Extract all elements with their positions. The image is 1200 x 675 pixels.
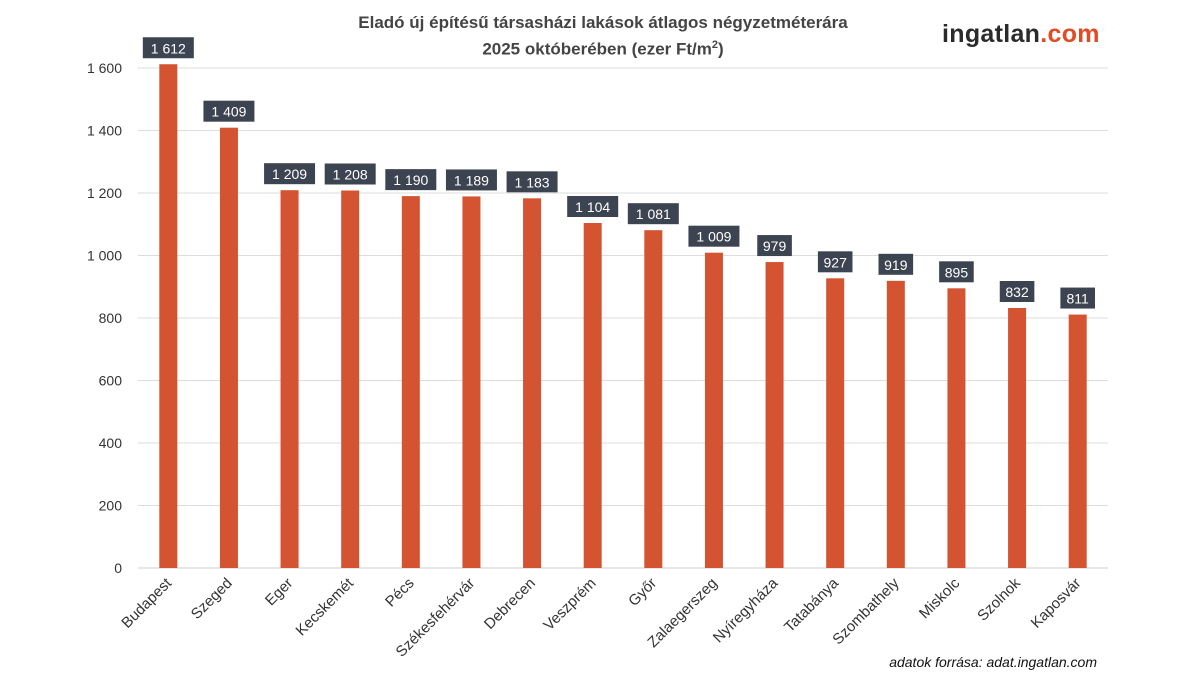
data-label: 1 190 [393, 172, 428, 188]
data-label: 895 [945, 264, 969, 280]
x-tick-label: Győr [625, 575, 660, 610]
source-note: adatok forrása: adat.ingatlan.com [889, 654, 1097, 670]
data-label: 1 208 [333, 167, 368, 183]
x-tick-label: Tatabánya [781, 574, 842, 635]
bar [280, 190, 299, 568]
data-label: 1 209 [272, 166, 307, 182]
data-label: 1 104 [575, 199, 610, 215]
bar [947, 288, 966, 568]
bar [341, 190, 360, 568]
bar [583, 223, 602, 568]
data-label: 832 [1005, 284, 1029, 300]
data-label-box [817, 251, 853, 273]
title-line-1: Eladó új építésű társasházi lakások átla… [358, 13, 848, 32]
bar [462, 196, 481, 568]
logo-suffix: .com [1040, 20, 1100, 48]
data-label: 979 [763, 238, 787, 254]
y-tick-label: 0 [114, 560, 122, 576]
data-label: 1 183 [515, 174, 550, 190]
bar [886, 280, 905, 568]
data-label: 811 [1067, 291, 1090, 307]
data-label: 927 [824, 254, 848, 270]
y-tick-label: 400 [99, 435, 123, 451]
data-label: 1 009 [696, 229, 731, 245]
y-tick-label: 1 200 [87, 185, 122, 201]
x-tick-label: Szeged [188, 575, 236, 623]
x-tick-label: Nyíregyháza [710, 574, 782, 646]
data-label-box [324, 163, 376, 185]
x-tick-label: Eger [262, 575, 296, 609]
y-tick-label: 800 [99, 310, 123, 326]
x-tick-label: Kecskemét [293, 574, 358, 639]
bar [1068, 314, 1087, 568]
x-tick-label: Szolnok [974, 574, 1024, 624]
y-tick-label: 600 [99, 373, 123, 389]
bar [523, 198, 542, 568]
data-label-box [757, 235, 792, 257]
data-label-box [627, 203, 679, 225]
bar [219, 127, 238, 568]
y-tick-label: 1 000 [87, 248, 122, 264]
data-label-box [939, 261, 974, 283]
data-label-box [264, 163, 316, 185]
title-superscript: 2 [711, 39, 719, 51]
data-label-box [385, 169, 437, 191]
x-tick-label: Debrecen [481, 575, 539, 633]
logo-text: ingatlan [942, 20, 1041, 48]
bar [644, 230, 663, 568]
data-label-box [878, 253, 914, 275]
y-tick-label: 1 600 [87, 60, 122, 76]
bar [826, 278, 845, 568]
x-tick-label: Veszprém [540, 575, 599, 634]
x-tick-label: Miskolc [916, 574, 964, 622]
data-label-box [506, 171, 558, 193]
data-label-box [203, 100, 255, 122]
ingatlan-logo: ingatlan.com [942, 20, 1100, 49]
data-label-box [567, 196, 619, 217]
data-label-box [999, 281, 1035, 302]
bar [1008, 308, 1027, 568]
data-label: 1 081 [636, 206, 671, 222]
x-tick-label: Kaposvár [1028, 575, 1085, 632]
x-tick-label: Budapest [118, 574, 175, 631]
data-label: 1 189 [454, 172, 489, 188]
y-tick-label: 1 400 [87, 123, 122, 139]
title-end: ) [718, 39, 724, 59]
data-label: 1 612 [151, 40, 186, 56]
data-label: 1 409 [211, 104, 246, 120]
data-label: 919 [884, 257, 908, 273]
data-label-box [1060, 287, 1095, 309]
data-label-box [688, 225, 740, 247]
bar [765, 262, 784, 568]
chart-title: Eladó új építésű társasházi lakások átla… [300, 12, 906, 61]
title-line-2: 2025 októberében (ezer Ft/m [482, 39, 712, 59]
bar [704, 252, 723, 568]
x-tick-label: Pécs [382, 575, 418, 611]
data-label-box [445, 169, 497, 191]
bar [159, 64, 178, 568]
y-tick-label: 200 [99, 498, 123, 514]
data-label-box [142, 37, 194, 59]
bar [401, 196, 420, 568]
